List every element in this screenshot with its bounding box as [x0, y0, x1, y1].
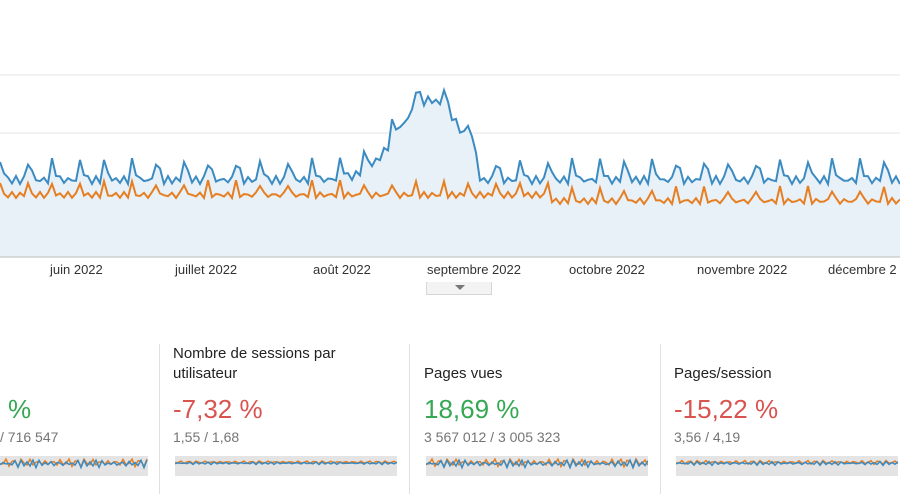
- metric-card-sessions-per-user[interactable]: Nombre de sessions par utilisateur -7,32…: [173, 344, 398, 494]
- month-label-november: novembre 2022: [697, 262, 788, 277]
- month-label-december: décembre 2: [828, 262, 897, 277]
- metric-title: Pages vues: [424, 365, 503, 382]
- metric-divider: [660, 344, 661, 494]
- month-label-july: juillet 2022: [175, 262, 238, 277]
- metric-delta: -15,22 %: [674, 394, 779, 424]
- month-label-june: juin 2022: [50, 262, 103, 277]
- metric-delta: -7,32 %: [173, 394, 263, 424]
- chevron-down-icon: [455, 285, 465, 290]
- metric-delta: %: [8, 394, 32, 424]
- metric-values: / 716 547: [0, 429, 59, 445]
- metric-card-sessions[interactable]: % / 716 547: [0, 344, 150, 494]
- metric-card-pages-per-session[interactable]: Pages/session -15,22 % 3,56 / 4,19: [674, 344, 900, 494]
- metric-delta: 18,69 %: [424, 394, 520, 424]
- previous-period-line: [0, 177, 900, 207]
- metric-values: 3 567 012 / 3 005 323: [424, 429, 561, 445]
- current-period-line: [0, 86, 900, 188]
- month-label-august: août 2022: [313, 262, 371, 277]
- month-label-october: octobre 2022: [569, 262, 645, 277]
- metric-title: Pages/session: [674, 365, 772, 382]
- chart-collapse-toggle[interactable]: [426, 282, 492, 295]
- sessions-timeline-chart: [0, 74, 900, 258]
- metric-sparkline: [0, 456, 148, 476]
- month-label-september: septembre 2022: [427, 262, 521, 277]
- metric-sparkline: [426, 456, 648, 476]
- metric-values: 3,56 / 4,19: [674, 429, 741, 445]
- metric-card-pageviews[interactable]: Pages vues 18,69 % 3 567 012 / 3 005 323: [424, 344, 649, 494]
- metric-divider: [409, 344, 410, 494]
- metric-sparkline: [676, 456, 898, 476]
- current-period-area: [0, 90, 900, 257]
- metric-title: Nombre de sessions par utilisateur: [173, 345, 336, 382]
- metric-divider: [159, 344, 160, 494]
- metric-sparkline: [175, 456, 397, 476]
- metric-values: 1,55 / 1,68: [173, 429, 240, 445]
